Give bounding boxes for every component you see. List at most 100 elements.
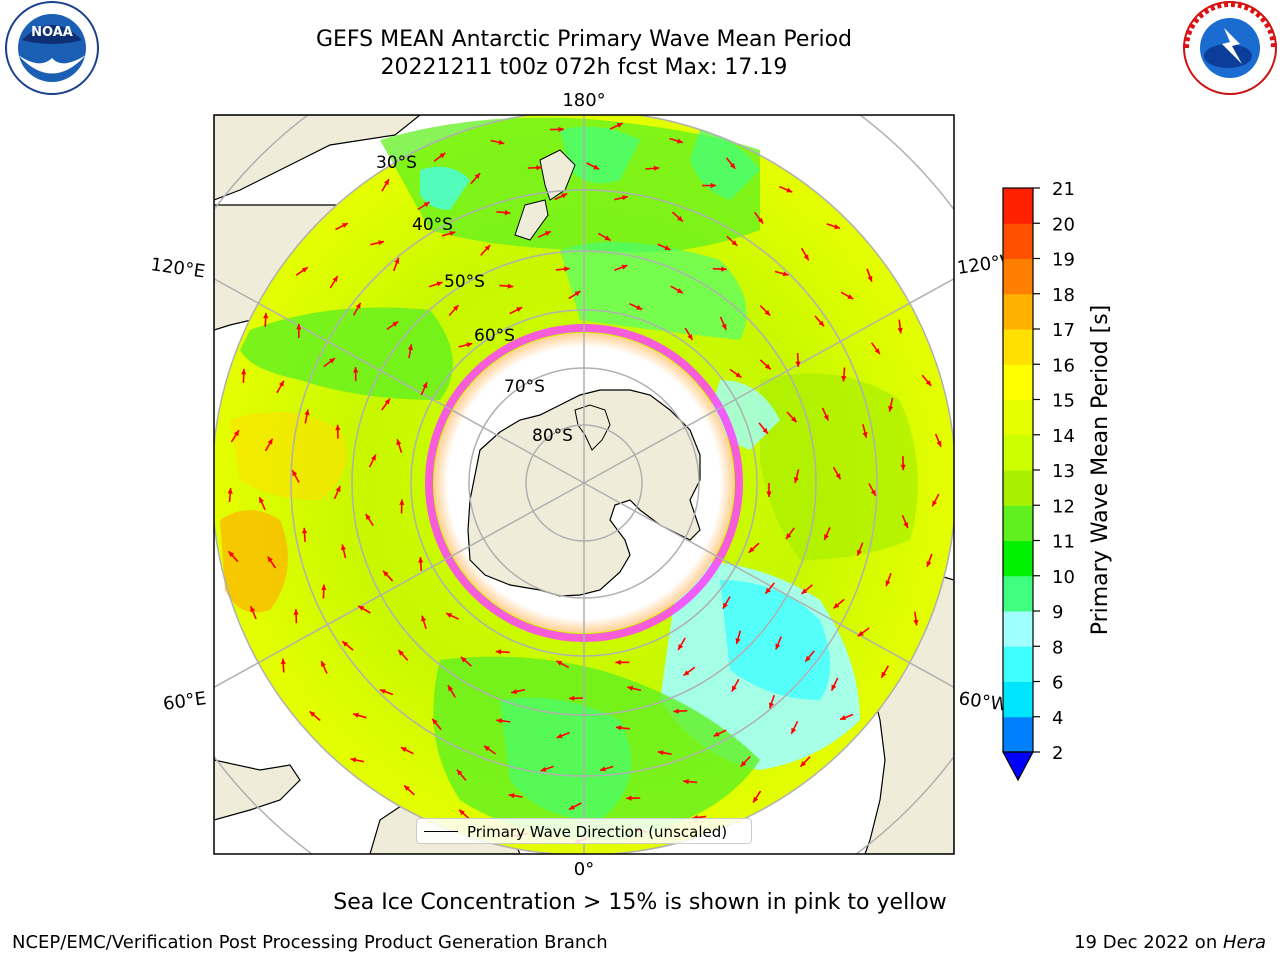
wave-arrow-head: [721, 266, 727, 272]
wave-arrow-head: [383, 570, 389, 577]
wave-arrow-head: [740, 761, 747, 767]
wave-arrow-head: [769, 702, 774, 709]
legend-line-icon: [424, 831, 458, 832]
footer-host: Hera: [1222, 932, 1266, 953]
wave-arrow-head: [823, 414, 829, 421]
wave-arrow-head: [498, 139, 505, 145]
wave-arrow-head: [504, 210, 511, 216]
wave-arrow-head: [676, 288, 683, 293]
wave-arrow-head: [664, 245, 671, 250]
wave-arrow-head: [536, 165, 542, 171]
wave-arrow-head: [540, 766, 547, 772]
wave-arrow-head: [558, 126, 564, 132]
wave-arrow-head: [394, 257, 400, 264]
colorbar-tick-label: 4: [1052, 708, 1063, 729]
wave-arrow-head: [365, 513, 371, 520]
wave-arrow-head: [678, 644, 684, 650]
wave-arrow-head: [897, 327, 903, 334]
wave-arrow-head: [353, 712, 359, 718]
wave-arrow-head: [304, 409, 310, 416]
wave-arrow-head: [561, 193, 568, 199]
wave-arrow-head: [329, 358, 335, 364]
colorbar-tick-label: 15: [1052, 391, 1075, 412]
colorbar-tick-label: 21: [1052, 179, 1075, 200]
colorbar-tick-label: 19: [1052, 250, 1075, 271]
wave-arrow-head: [398, 649, 404, 656]
wave-arrow-head: [233, 430, 239, 437]
wave-arrow-head: [263, 312, 269, 319]
wave-arrow-head: [888, 405, 894, 412]
wave-arrow-head: [932, 500, 938, 507]
footer-credit: NCEP/EMC/Verification Post Processing Pr…: [12, 932, 608, 953]
wave-arrow-head: [925, 380, 932, 386]
wave-arrow-head: [764, 363, 771, 370]
wave-arrow-head: [507, 283, 514, 289]
wave-arrow-head: [460, 656, 467, 663]
wave-arrow-head: [355, 302, 361, 309]
wave-arrow-head: [474, 173, 481, 179]
colorbar-tick-label: 12: [1052, 496, 1075, 517]
wave-arrow-head: [615, 725, 622, 731]
wave-arrow-head: [342, 223, 348, 228]
wave-arrow-head: [241, 368, 247, 375]
legend-label: Primary Wave Direction (unscaled): [467, 823, 728, 841]
svg-text:NOAA: NOAA: [31, 25, 73, 40]
wave-arrow-head: [791, 416, 797, 423]
wave-arrow-head: [439, 152, 446, 159]
wave-arrow-head: [766, 491, 772, 497]
wave-arrow-head: [793, 477, 799, 483]
colorbar-block: [1003, 681, 1033, 718]
wave-arrow-head: [800, 761, 806, 767]
wave-arrow-head: [673, 708, 679, 714]
wave-arrow-head: [453, 305, 459, 311]
wave-arrow-head: [407, 344, 413, 351]
chart-subtitle: 20221211 t00z 072h fcst Max: 17.19: [380, 55, 788, 80]
wave-arrow-head: [436, 281, 443, 287]
wave-arrow-head: [735, 372, 742, 378]
nws-logo: [1180, 0, 1280, 104]
colorbar-block: [1003, 188, 1033, 224]
wave-arrow-head: [782, 271, 789, 277]
lon-label-0: 0°: [574, 859, 594, 880]
wave-arrow-head: [556, 660, 563, 666]
wave-arrow-head: [293, 609, 299, 615]
wave-arrow-head: [568, 695, 575, 701]
wave-arrow-head: [731, 240, 738, 246]
wave-arrow-head: [657, 750, 664, 756]
wave-arrow-head: [764, 309, 771, 316]
wave-arrow-head: [449, 231, 456, 236]
wave-arrow-head: [748, 547, 755, 553]
wave-arrow-head: [847, 294, 854, 299]
wave-arrow-head: [803, 254, 809, 261]
wave-arrow-head: [729, 163, 736, 169]
wave-arrow-head: [341, 544, 347, 551]
wave-arrow-head: [762, 427, 768, 434]
wave-arrow-head: [250, 606, 256, 613]
wave-arrow-head: [296, 324, 302, 330]
noaa-logo: NOAA: [2, 0, 102, 104]
wave-arrow-head: [321, 584, 327, 590]
wave-arrow-head: [321, 660, 326, 667]
wave-arrow-head: [786, 533, 792, 540]
wave-arrow-head: [495, 649, 502, 655]
wave-arrow-head: [677, 138, 683, 144]
wave-arrow-head: [280, 658, 286, 665]
wave-arrow-head: [378, 240, 384, 246]
wave-arrow-head: [335, 424, 341, 431]
colorbar-block: [1003, 293, 1033, 330]
wave-arrow-head: [653, 165, 660, 171]
wave-arrow-head: [801, 588, 808, 594]
wave-arrow-head: [870, 489, 876, 496]
wave-arrow-head: [731, 685, 737, 692]
wave-arrow-head: [508, 793, 515, 799]
wave-arrow-head: [903, 522, 909, 529]
wave-arrow-head: [913, 619, 919, 626]
lat-label-60s: 60°S: [474, 326, 515, 346]
wave-arrow-head: [446, 613, 452, 618]
wave-arrow-head: [564, 266, 570, 272]
wave-arrow-head: [418, 557, 424, 563]
wave-arrow-head: [484, 245, 491, 251]
wave-arrow-head: [292, 470, 298, 477]
wave-arrow-head: [786, 187, 793, 193]
wave-arrow-head: [677, 215, 683, 222]
